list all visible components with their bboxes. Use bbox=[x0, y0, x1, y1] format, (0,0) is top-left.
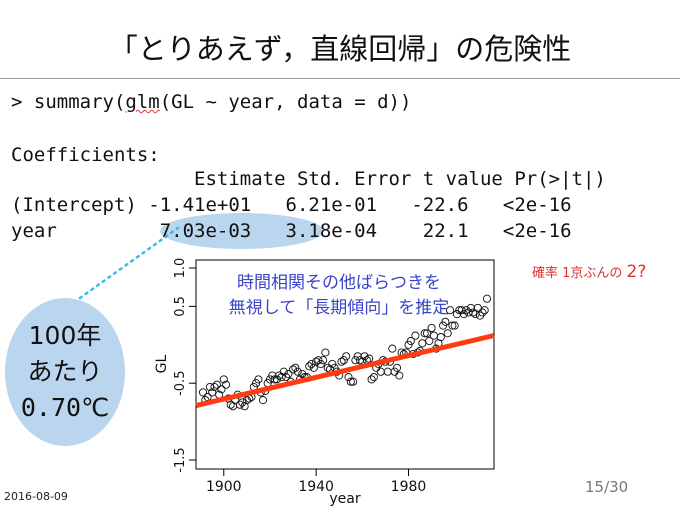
data-point bbox=[446, 306, 455, 315]
data-point bbox=[319, 356, 328, 365]
y-axis-label: GL bbox=[154, 354, 170, 373]
data-point bbox=[469, 308, 478, 317]
x-tick-label: 1900 bbox=[206, 479, 242, 495]
y-axis-ticks: -1.5 -0.5 0.5 1.0 bbox=[173, 258, 196, 473]
trend-callout-text: 100年あたり 0.70℃ bbox=[5, 318, 125, 426]
data-point bbox=[392, 363, 402, 372]
data-point bbox=[339, 356, 348, 365]
coefficients-column-header: Estimate Std. Error t value Pr(>|t|) bbox=[11, 168, 606, 190]
data-point bbox=[305, 362, 314, 371]
plot-frame bbox=[195, 259, 495, 470]
data-point bbox=[478, 308, 487, 317]
data-point bbox=[219, 375, 228, 384]
x-tick-label: 1980 bbox=[391, 479, 427, 495]
data-point bbox=[395, 371, 404, 380]
page-number: 15/30 bbox=[585, 478, 629, 496]
y-tick-label: 1.0 bbox=[173, 258, 188, 279]
y-tick-label: 0.5 bbox=[173, 296, 188, 317]
data-point bbox=[346, 377, 355, 386]
data-point bbox=[208, 388, 217, 397]
data-point bbox=[443, 329, 452, 338]
data-point bbox=[429, 331, 438, 340]
data-point bbox=[418, 339, 427, 348]
data-point bbox=[436, 333, 445, 342]
probability-note-text: 確率 1京ぶんの bbox=[532, 266, 627, 281]
r-command-post: (GL ~ year, data = d)) bbox=[159, 91, 412, 113]
data-point bbox=[212, 380, 221, 389]
annotation-note-line1: 時間相関その他ばらつきを bbox=[237, 273, 441, 293]
annotation-note: 時間相関その他ばらつきを 無視して「長期傾向」を推定 bbox=[198, 271, 480, 321]
data-point bbox=[291, 363, 300, 372]
data-point bbox=[210, 382, 219, 392]
data-point bbox=[349, 377, 358, 386]
data-point bbox=[288, 365, 298, 374]
data-point bbox=[448, 321, 457, 330]
r-command-pre: summary( bbox=[33, 91, 126, 113]
data-point bbox=[205, 382, 214, 392]
coefficients-header: Coefficients: bbox=[11, 144, 160, 166]
x-axis-ticks: 1900 1940 1980 bbox=[206, 469, 426, 495]
data-point bbox=[258, 396, 268, 405]
data-point bbox=[293, 367, 302, 376]
slide-date: 2016-08-09 bbox=[4, 490, 68, 503]
data-point bbox=[367, 375, 376, 384]
r-prompt: > bbox=[11, 91, 34, 113]
data-points bbox=[198, 294, 492, 411]
annotation-note-line2: 無視して「長期傾向」を推定 bbox=[228, 298, 450, 318]
data-point bbox=[388, 344, 397, 353]
data-point bbox=[217, 385, 226, 394]
data-point bbox=[441, 317, 450, 326]
data-point bbox=[254, 375, 263, 384]
data-point bbox=[323, 363, 332, 372]
data-point bbox=[279, 367, 288, 376]
data-point bbox=[482, 294, 492, 303]
data-point bbox=[406, 336, 415, 346]
data-point bbox=[425, 336, 434, 346]
data-point bbox=[198, 388, 208, 397]
data-point bbox=[222, 380, 231, 389]
data-point bbox=[411, 331, 420, 340]
probability-note-value: 2? bbox=[626, 262, 647, 282]
y-tick-label: -1.5 bbox=[173, 447, 188, 472]
data-point bbox=[360, 352, 369, 361]
probability-note: 確率 1京ぶんの 2? bbox=[532, 262, 646, 282]
data-point bbox=[342, 352, 351, 361]
data-point bbox=[369, 373, 378, 382]
data-point bbox=[226, 400, 235, 409]
data-point bbox=[376, 367, 385, 376]
regression-fit-line bbox=[195, 333, 495, 409]
data-point bbox=[277, 373, 286, 382]
x-tick-label: 1940 bbox=[298, 479, 334, 495]
coefficients-row-year: year 7.03e-03 3.18e-04 22.1 <2e-16 bbox=[11, 220, 572, 242]
coefficients-row-intercept: (Intercept) -1.41e+01 6.21e-01 -22.6 <2e… bbox=[11, 194, 572, 216]
data-point bbox=[344, 373, 353, 382]
r-command-fn: glm bbox=[125, 91, 160, 113]
trend-callout-line2: あたり bbox=[27, 357, 103, 386]
slide-title: 「とりあえず，直線回帰」の危険性 bbox=[108, 32, 572, 66]
x-axis-label: year bbox=[329, 491, 360, 507]
title-divider bbox=[0, 78, 680, 79]
trend-callout-bubble bbox=[5, 298, 125, 446]
r-command-line: > summary(glm(GL ~ year, data = d)) bbox=[11, 90, 411, 114]
data-point bbox=[450, 321, 459, 330]
trend-callout-line3: 0.70℃ bbox=[20, 393, 110, 422]
data-point bbox=[337, 357, 346, 366]
data-point bbox=[480, 306, 489, 315]
data-point bbox=[420, 329, 429, 338]
estimate-highlight-ellipse bbox=[160, 213, 323, 249]
data-point bbox=[321, 348, 330, 357]
data-point bbox=[272, 375, 281, 384]
callout-leader-dotted-line bbox=[78, 226, 180, 300]
y-tick-label: -0.5 bbox=[173, 371, 188, 396]
data-point bbox=[284, 369, 293, 379]
data-point bbox=[427, 323, 436, 332]
data-point bbox=[383, 367, 392, 376]
data-point bbox=[235, 400, 244, 409]
data-point bbox=[459, 310, 468, 319]
data-point bbox=[365, 354, 374, 363]
trend-callout-line1: 100年 bbox=[28, 321, 102, 350]
